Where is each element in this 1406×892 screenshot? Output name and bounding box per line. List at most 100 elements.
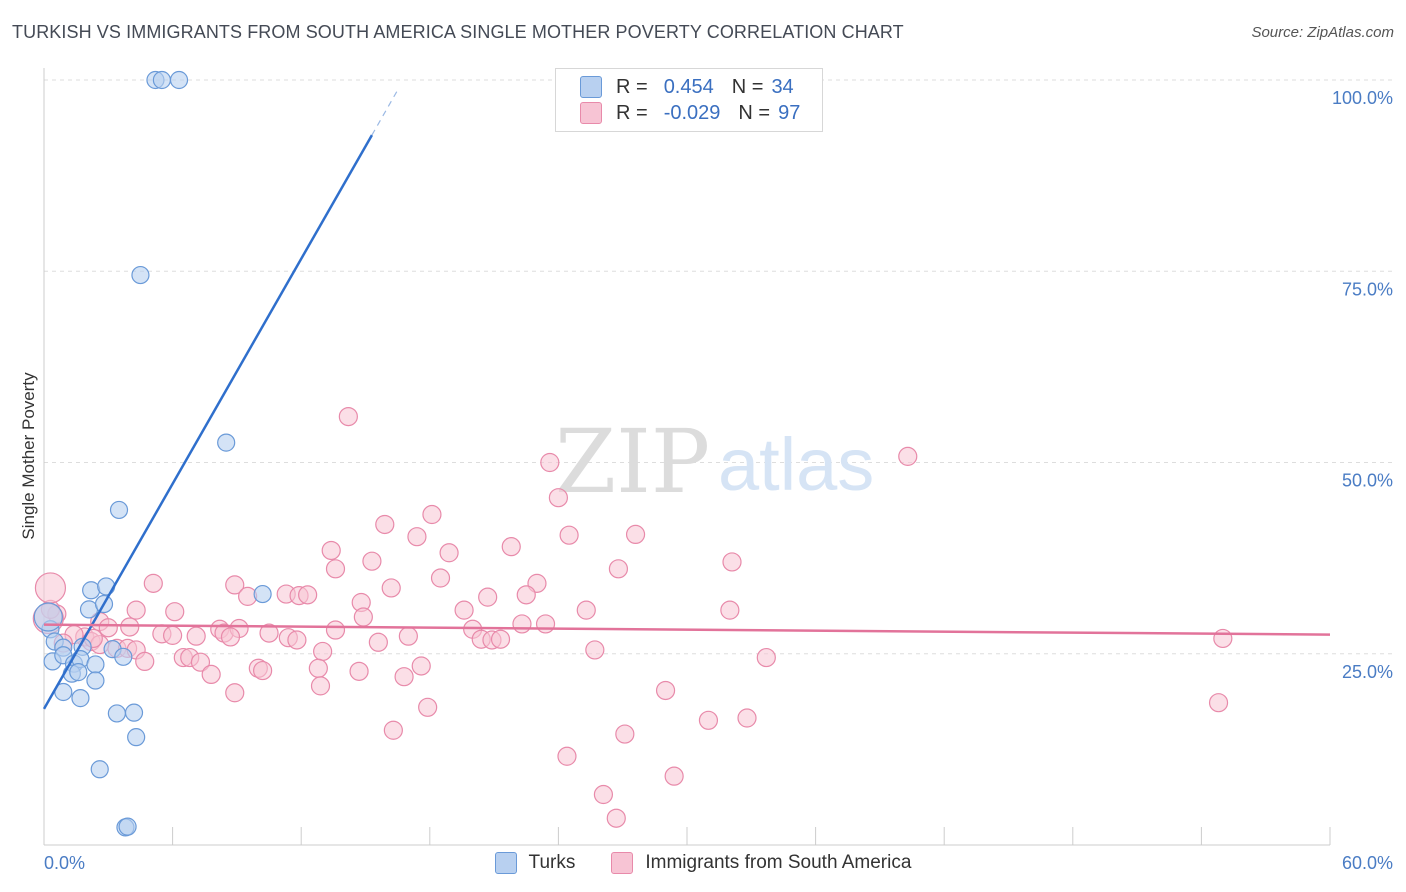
- y-tick-label: 50.0%: [1342, 471, 1393, 491]
- gridlines: [44, 79, 1392, 655]
- data-point-south-america: [593, 784, 614, 805]
- data-point-south-america: [201, 664, 221, 685]
- data-point-south-america: [411, 656, 431, 676]
- watermark-zip: ZIP: [555, 410, 710, 513]
- data-point-turks: [253, 584, 272, 604]
- data-point-south-america: [557, 746, 577, 766]
- trend-line-turks: [42, 134, 374, 710]
- data-point-south-america: [585, 640, 605, 660]
- data-point-south-america: [287, 630, 307, 650]
- data-point-south-america: [34, 572, 67, 604]
- data-point-south-america: [655, 680, 676, 701]
- south-america-swatch: [580, 102, 602, 124]
- data-point-south-america: [407, 527, 427, 547]
- data-point-south-america: [165, 602, 185, 622]
- data-point-south-america: [321, 540, 341, 561]
- correlation-legend: R = 0.454 N = 34 R = -0.029 N = 97: [555, 68, 823, 132]
- data-point-south-america: [325, 620, 346, 640]
- data-point-south-america: [381, 578, 401, 598]
- data-point-south-america: [548, 488, 569, 508]
- data-point-south-america: [756, 647, 776, 668]
- data-point-turks: [124, 703, 144, 722]
- data-point-turks: [90, 760, 109, 779]
- y-tick-label: 75.0%: [1342, 279, 1393, 299]
- data-point-south-america: [418, 697, 438, 717]
- data-point-turks: [118, 817, 137, 836]
- data-point-south-america: [1213, 628, 1233, 649]
- legend-row-turks: R = 0.454 N = 34: [580, 75, 794, 99]
- data-point-south-america: [606, 808, 626, 828]
- r-value: -0.029: [663, 101, 721, 124]
- watermark: ZIP atlas: [555, 410, 874, 513]
- data-point-south-america: [98, 618, 118, 638]
- data-point-south-america: [490, 629, 511, 649]
- x-tick-label-start: 0.0%: [44, 853, 85, 873]
- data-point-south-america: [394, 667, 414, 687]
- data-point-south-america: [368, 632, 388, 652]
- data-point-south-america: [298, 585, 318, 605]
- data-point-south-america: [143, 573, 163, 593]
- tick-labels: 25.0% 50.0% 75.0% 100.0% 0.0% 60.0%: [44, 88, 1393, 873]
- data-point-south-america: [120, 617, 140, 637]
- data-point-south-america: [576, 600, 596, 620]
- watermark-atlas: atlas: [718, 423, 874, 506]
- data-point-turks: [82, 581, 101, 600]
- data-point-south-america: [325, 559, 346, 579]
- turks-swatch: [580, 76, 602, 98]
- data-point-turks: [33, 602, 63, 632]
- data-point-south-america: [383, 720, 403, 740]
- data-point-turks: [169, 70, 189, 90]
- data-point-turks: [97, 577, 116, 596]
- legend-row-south-america: R = -0.029 N = 97: [580, 101, 800, 125]
- trend-line-turks-extension: [371, 89, 399, 136]
- data-point-south-america: [375, 514, 395, 535]
- trend-lines: [42, 89, 1331, 710]
- data-point-turks: [152, 70, 171, 90]
- n-label: N =: [738, 101, 771, 124]
- data-point-south-america: [253, 660, 273, 681]
- data-point-south-america: [625, 524, 646, 545]
- data-point-south-america: [220, 627, 241, 647]
- data-point-south-america: [898, 446, 918, 466]
- data-point-turks: [69, 663, 88, 682]
- data-point-south-america: [1208, 693, 1229, 713]
- data-point-south-america: [722, 552, 742, 572]
- trend-line-south-america: [43, 623, 1331, 636]
- data-point-turks: [217, 433, 236, 452]
- data-point-south-america: [349, 661, 369, 681]
- data-point-south-america: [422, 504, 442, 525]
- data-point-south-america: [308, 658, 328, 678]
- data-point-south-america: [698, 710, 719, 730]
- data-point-south-america: [362, 551, 382, 571]
- data-point-south-america: [664, 766, 684, 786]
- data-point-turks: [86, 671, 105, 690]
- n-value: 97: [778, 101, 801, 124]
- data-point-south-america: [310, 676, 331, 696]
- chart-title: TURKISH VS IMMIGRANTS FROM SOUTH AMERICA…: [12, 22, 904, 42]
- n-value: 34: [771, 75, 794, 98]
- turks-legend-label: Turks: [528, 852, 576, 873]
- south-america-legend-label: Immigrants from South America: [645, 852, 912, 873]
- data-point-turks: [107, 704, 126, 723]
- data-point-south-america: [225, 575, 245, 595]
- data-point-turks: [86, 655, 105, 674]
- data-point-south-america: [608, 559, 629, 579]
- data-point-south-america: [135, 651, 155, 672]
- data-point-south-america: [454, 600, 474, 620]
- data-point-south-america: [439, 543, 459, 563]
- data-point-turks: [71, 689, 90, 708]
- legend-item-south-america: Immigrants from South America: [611, 852, 911, 874]
- data-point-south-america: [186, 626, 206, 646]
- data-point-south-america: [313, 641, 333, 662]
- data-point-turks: [131, 265, 150, 285]
- chart-source: Source: ZipAtlas.com: [1251, 24, 1394, 41]
- data-point-turks: [127, 728, 146, 747]
- x-tick-label-end: 60.0%: [1342, 853, 1393, 873]
- data-point-south-america: [501, 537, 521, 557]
- data-point-south-america: [540, 452, 560, 473]
- turks-legend-swatch: [494, 852, 517, 874]
- y-tick-label: 25.0%: [1342, 662, 1393, 682]
- data-point-south-america: [478, 587, 498, 607]
- data-point-turks: [109, 500, 129, 520]
